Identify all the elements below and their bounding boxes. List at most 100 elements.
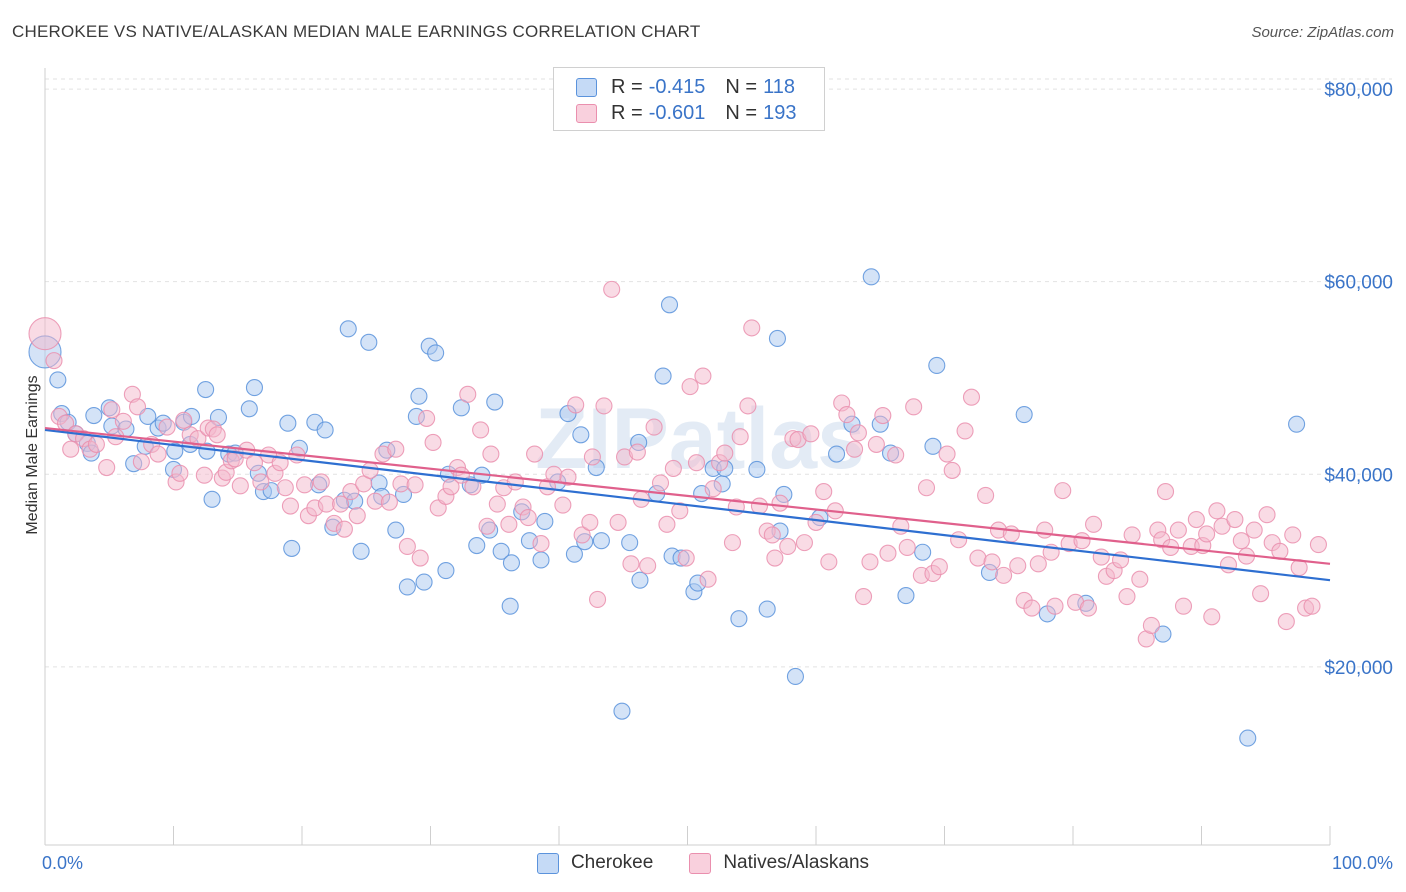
- data-point: [854, 588, 873, 606]
- data-point: [1156, 483, 1175, 501]
- data-point: [427, 344, 445, 362]
- series-legend-natives[interactable]: Natives/Alaskans: [689, 852, 869, 874]
- legend-row-cherokee: R = -0.415 N = 118: [576, 75, 795, 99]
- data-point: [316, 421, 334, 439]
- data-point: [1239, 729, 1257, 747]
- data-point: [613, 702, 631, 720]
- data-point: [897, 587, 915, 605]
- data-point: [628, 443, 646, 461]
- data-point: [621, 534, 639, 552]
- y-tick-label: $40,000: [1324, 465, 1393, 486]
- data-point: [779, 537, 797, 556]
- data-point: [1092, 548, 1110, 566]
- data-point: [526, 445, 544, 463]
- data-point: [1232, 532, 1250, 550]
- legend-swatch-natives: [576, 103, 597, 123]
- data-point: [595, 397, 613, 415]
- data-point: [114, 412, 132, 430]
- data-point: [660, 296, 679, 314]
- data-point: [1208, 502, 1226, 520]
- data-point: [208, 426, 226, 444]
- y-tick-label: $20,000: [1324, 658, 1393, 679]
- data-point: [573, 526, 591, 544]
- data-point: [532, 535, 550, 553]
- data-point: [149, 445, 167, 463]
- data-point: [892, 517, 910, 535]
- data-point: [392, 475, 410, 493]
- data-point: [658, 515, 676, 533]
- data-point: [49, 371, 67, 389]
- data-point: [983, 553, 1001, 571]
- data-point: [279, 414, 297, 432]
- series-layer: [28, 268, 1327, 747]
- data-point: [352, 542, 370, 560]
- data-point: [312, 473, 330, 491]
- data-point: [1123, 526, 1141, 544]
- data-point: [245, 454, 264, 472]
- data-point: [166, 442, 184, 460]
- data-point: [411, 549, 429, 567]
- data-point: [1029, 555, 1047, 573]
- data-point: [887, 446, 905, 464]
- legend-n-value: 193: [763, 101, 797, 124]
- data-point: [622, 555, 640, 573]
- data-point: [98, 458, 116, 477]
- data-point: [631, 571, 649, 589]
- data-point: [203, 490, 221, 508]
- data-point: [1252, 585, 1270, 603]
- data-point: [559, 468, 577, 486]
- data-point: [1187, 510, 1205, 529]
- data-point: [128, 398, 147, 416]
- data-point: [664, 459, 682, 478]
- data-point: [437, 562, 455, 580]
- data-point: [45, 352, 63, 370]
- data-point: [276, 479, 294, 497]
- data-point: [103, 401, 121, 419]
- data-point: [914, 543, 932, 561]
- data-point: [739, 397, 757, 415]
- data-point: [651, 474, 670, 492]
- data-point: [786, 667, 804, 686]
- data-point: [335, 520, 353, 538]
- data-point: [245, 379, 264, 397]
- data-point: [1203, 608, 1221, 626]
- data-point: [950, 531, 968, 549]
- data-point: [339, 320, 357, 338]
- data-point: [838, 406, 856, 424]
- data-point: [1054, 482, 1072, 500]
- data-point: [554, 496, 572, 514]
- data-point: [532, 551, 550, 569]
- data-point: [807, 513, 825, 531]
- data-point: [1284, 526, 1302, 544]
- data-point: [536, 512, 554, 530]
- data-point: [502, 554, 521, 572]
- series-legend-label: Natives/Alaskans: [723, 852, 870, 873]
- data-point: [545, 465, 563, 483]
- data-point: [583, 448, 601, 466]
- y-axis-label: Median Male Earnings: [24, 375, 41, 534]
- data-point: [687, 454, 706, 472]
- legend-row-natives: R = -0.601 N = 193: [576, 101, 796, 125]
- data-point: [730, 610, 748, 628]
- data-point: [342, 483, 360, 501]
- legend-r-label: R =: [611, 101, 643, 124]
- data-point: [874, 406, 892, 425]
- data-point: [905, 398, 923, 416]
- data-point: [750, 497, 769, 515]
- data-point: [380, 493, 398, 511]
- data-point: [410, 387, 428, 405]
- data-point: [442, 478, 460, 496]
- data-point: [132, 453, 150, 471]
- series-legend-cherokee[interactable]: Cherokee: [536, 852, 653, 874]
- data-point: [1258, 506, 1276, 524]
- data-point: [1303, 597, 1321, 615]
- y-tick-label: $60,000: [1324, 273, 1393, 294]
- data-point: [1154, 625, 1172, 643]
- data-point: [928, 356, 946, 374]
- data-point: [1131, 570, 1149, 588]
- data-point: [671, 502, 689, 520]
- data-point: [486, 393, 504, 411]
- data-point: [815, 483, 833, 501]
- data-point: [861, 553, 879, 571]
- data-point: [1245, 521, 1263, 539]
